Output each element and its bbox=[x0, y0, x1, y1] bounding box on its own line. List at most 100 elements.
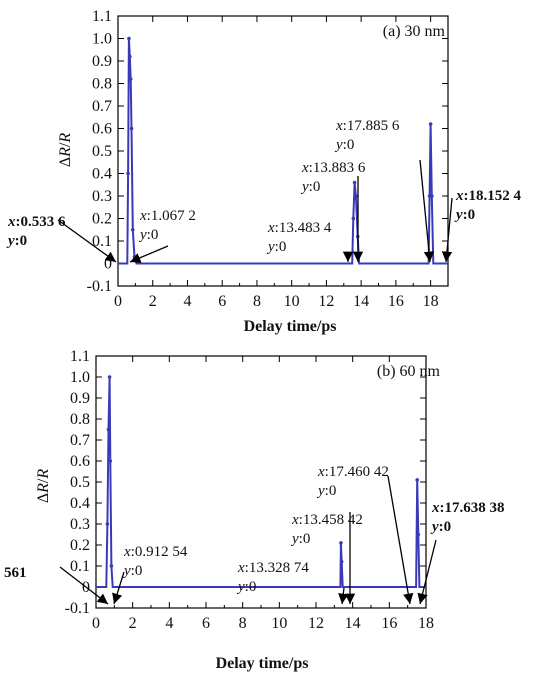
y-tick-label: 0.4 bbox=[70, 495, 90, 512]
annotation-label: x:17.885 6 bbox=[335, 118, 400, 134]
data-point bbox=[128, 54, 132, 59]
x-tick-label: 14 bbox=[345, 615, 361, 632]
data-point bbox=[130, 227, 135, 232]
y-tick-label: 0.3 bbox=[70, 516, 90, 533]
annotation-value: :1.067 2 bbox=[147, 208, 196, 224]
annotation-value: :0 bbox=[463, 207, 476, 223]
x-tick-label: 14 bbox=[353, 293, 369, 310]
y-tick-label: 0.1 bbox=[92, 233, 112, 250]
annotation-arrow bbox=[419, 159, 435, 263]
annotation-value: :13.328 74 bbox=[245, 560, 310, 576]
x-tick-label: 0 bbox=[114, 293, 122, 310]
data-point bbox=[339, 560, 344, 564]
x-tick-label: 8 bbox=[239, 615, 247, 632]
y-tick-label: 0.8 bbox=[92, 76, 112, 93]
annotation-value: :0 bbox=[309, 179, 321, 195]
annotation-value: :0 bbox=[299, 531, 311, 547]
x-tick-label: 8 bbox=[253, 293, 261, 310]
data-point bbox=[107, 375, 112, 379]
annotation-arrow bbox=[338, 587, 349, 605]
annotation-var: x bbox=[431, 500, 440, 516]
annotation-value: :17.460 42 bbox=[325, 464, 389, 480]
annotation-arrow bbox=[59, 566, 109, 605]
annotation-var: y bbox=[236, 579, 245, 595]
annotation-var: x bbox=[301, 160, 309, 176]
annotation-var: y bbox=[6, 233, 15, 249]
data-point bbox=[127, 36, 131, 41]
y-tick-label: -0.1 bbox=[87, 278, 112, 295]
annotation-label: x:1.067 2 bbox=[139, 208, 196, 224]
y-tick-label: 0.8 bbox=[70, 411, 90, 428]
annotation-var: y bbox=[138, 227, 147, 243]
annotation-label: x:13.458 42 bbox=[291, 512, 363, 528]
x-tick-label: 4 bbox=[165, 615, 173, 632]
y-tick-label: 1.0 bbox=[92, 31, 112, 48]
annotation-value: :17.638 38 bbox=[440, 500, 505, 516]
y-tick-label: -0.1 bbox=[65, 600, 90, 617]
annotation-label: y:0 bbox=[290, 531, 310, 547]
y-tick-label: 0.5 bbox=[92, 143, 112, 160]
annotation-var: x bbox=[123, 544, 131, 560]
annotation-label: x:0.912 54 bbox=[123, 544, 188, 560]
y-tick-label: 1.1 bbox=[70, 348, 90, 365]
data-point bbox=[351, 216, 356, 221]
annotation-arrow bbox=[441, 197, 453, 263]
y-axis-label-part: / bbox=[57, 142, 74, 147]
annotation-value: :0 bbox=[343, 137, 355, 153]
y-tick-label: 1.1 bbox=[92, 8, 112, 25]
annotation-label: x:18.152 4 bbox=[455, 188, 521, 204]
annotation-value: :18.152 4 bbox=[464, 188, 522, 204]
y-tick-label: 0 bbox=[104, 256, 112, 273]
series-line bbox=[118, 38, 448, 265]
annotation-var: y bbox=[454, 207, 463, 223]
y-tick-label: 0.6 bbox=[92, 121, 112, 138]
annotation-label: 561 bbox=[4, 565, 27, 581]
annotation-value: :17.885 6 bbox=[343, 118, 400, 134]
x-tick-label: 18 bbox=[423, 293, 439, 310]
data-point bbox=[430, 194, 434, 198]
annotation-var: y bbox=[266, 239, 275, 255]
y-axis-label-part: Δ bbox=[35, 493, 52, 503]
annotation-label: x:13.883 6 bbox=[301, 160, 366, 176]
x-tick-label: 6 bbox=[202, 615, 210, 632]
x-tick-label: 0 bbox=[92, 615, 100, 632]
annotation-label: x:13.328 74 bbox=[237, 560, 309, 576]
annotation-label: y:0 bbox=[236, 579, 256, 595]
annotation-value: :0 bbox=[439, 519, 452, 535]
annotation-value: :13.458 42 bbox=[299, 512, 363, 528]
panel-label: (b) 60 nm bbox=[377, 363, 441, 380]
x-tick-label: 10 bbox=[284, 293, 300, 310]
annotation-var: x bbox=[7, 214, 16, 230]
annotation-value: :0 bbox=[131, 563, 143, 579]
annotation-var: x bbox=[335, 118, 343, 134]
y-tick-label: 0.6 bbox=[70, 453, 90, 470]
data-point bbox=[108, 459, 113, 463]
annotation-var: x bbox=[267, 220, 275, 236]
y-axis-label-part: / bbox=[35, 478, 52, 483]
y-axis-label-part: R bbox=[57, 133, 74, 144]
annotation-arrow bbox=[129, 245, 169, 263]
annotation-arrow bbox=[417, 539, 437, 605]
x-tick-label: 12 bbox=[308, 615, 324, 632]
y-axis-label: ΔR/R bbox=[57, 133, 74, 168]
y-tick-label: 0.7 bbox=[70, 432, 90, 449]
x-tick-label: 2 bbox=[149, 293, 157, 310]
annotation-arrow bbox=[57, 219, 117, 263]
annotation-label: x:17.638 38 bbox=[431, 500, 505, 516]
annotation-var: y bbox=[316, 483, 325, 499]
y-axis-label-part: R bbox=[57, 147, 74, 158]
y-tick-label: 0.4 bbox=[92, 166, 112, 183]
y-tick-label: 0.9 bbox=[70, 390, 90, 407]
y-axis-label: ΔR/R bbox=[35, 469, 52, 504]
x-axis-label: Delay time/ps bbox=[216, 655, 309, 672]
chart-panel-b: -0.100.10.20.30.40.50.60.70.80.91.01.102… bbox=[4, 348, 505, 672]
chart-panel-a: -0.100.10.20.30.40.50.60.70.80.91.01.10 2… bbox=[6, 8, 521, 335]
panel-label: (a) 30 nm bbox=[383, 23, 446, 40]
y-tick-label: 0.2 bbox=[70, 537, 90, 554]
y-axis-label-part: R bbox=[35, 469, 52, 480]
data-point bbox=[352, 180, 357, 185]
annotation-arrow bbox=[387, 475, 414, 605]
annotation-label: y:0 bbox=[6, 233, 27, 249]
annotation-value: :0 bbox=[325, 483, 337, 499]
